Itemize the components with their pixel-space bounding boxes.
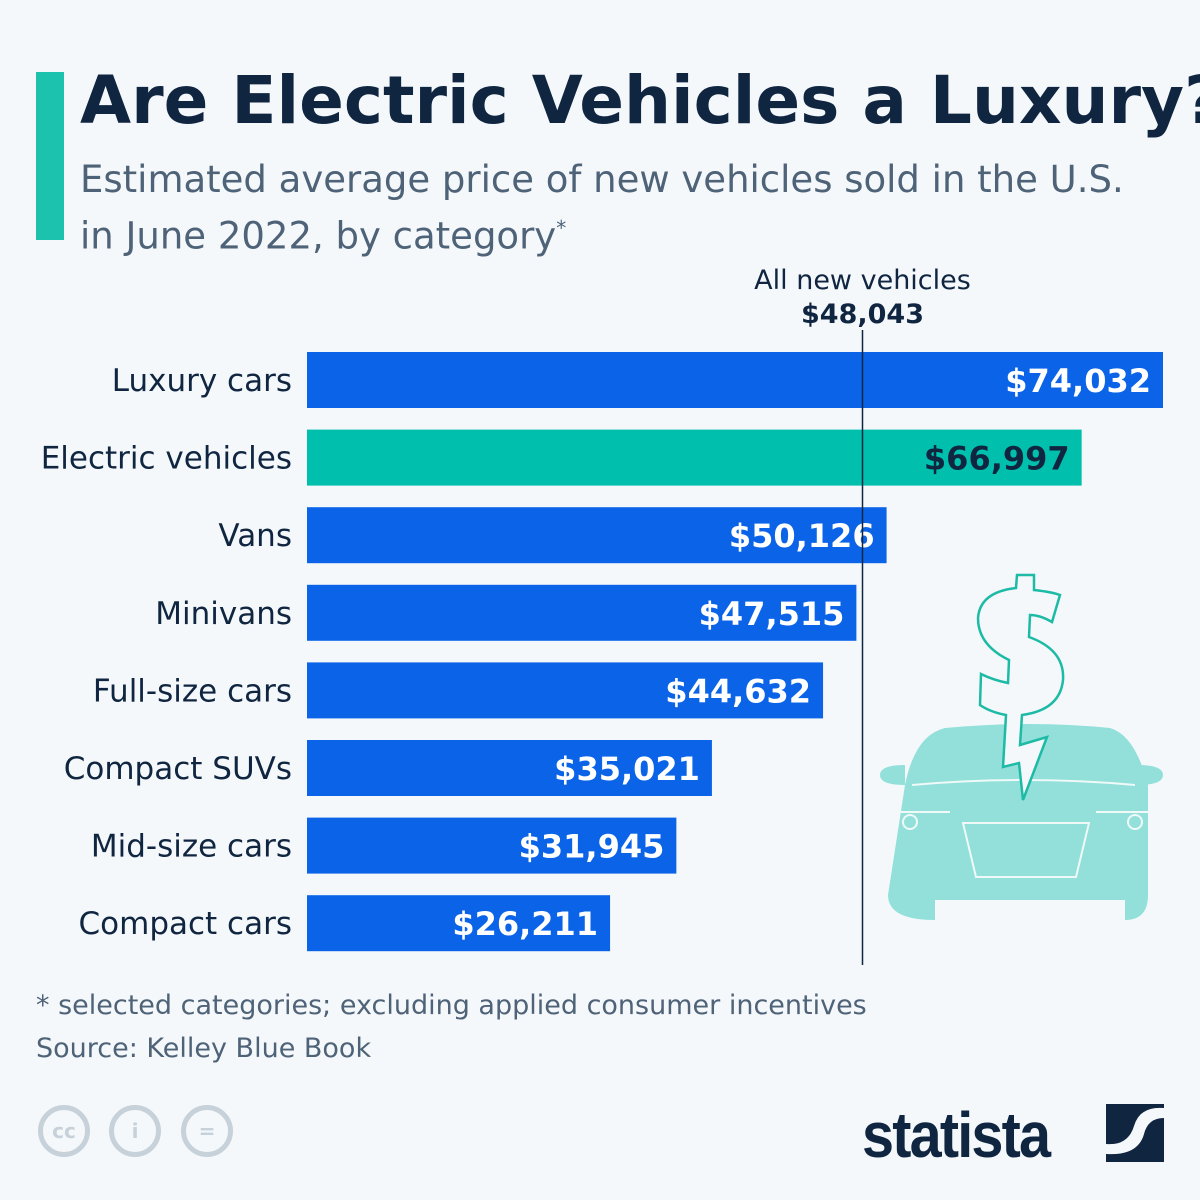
category-label: Minivans [155,596,292,632]
value-label: $66,997 [924,440,1070,478]
cc-icon[interactable]: cc [38,1105,90,1157]
reference-line-value: $48,043 [801,299,924,330]
category-label: Luxury cars [112,363,292,399]
value-label: $47,515 [699,595,845,633]
value-label: $44,632 [665,672,811,710]
category-label: Full-size cars [93,673,292,709]
attribution-icon[interactable]: i [109,1105,161,1157]
value-label: $35,021 [554,750,700,788]
statista-logo-icon [1106,1104,1164,1162]
category-label: Vans [218,518,292,554]
car-dollar-illustration [880,573,1163,920]
bar [307,817,677,874]
accent-bar [36,72,64,240]
subtitle-footnote-mark: * [556,216,567,240]
chart-title: Are Electric Vehicles a Luxury? [80,62,1200,139]
value-label: $26,211 [452,905,598,943]
bar [307,584,857,641]
category-label: Electric vehicles [41,441,292,477]
bar [307,507,887,564]
source: Source: Kelley Blue Book [36,1033,372,1064]
reference-line-label: All new vehicles [754,265,971,296]
bar [307,429,1082,486]
category-label: Compact SUVs [64,751,292,787]
bar [307,662,824,719]
no-derivatives-icon[interactable]: = [181,1105,233,1157]
footnote: * selected categories; excluding applied… [36,990,867,1021]
statista-wordmark: statista [862,1099,1051,1171]
bar [307,352,1163,408]
bar [307,740,712,796]
chart-subtitle: Estimated average price of new vehicles … [80,156,1160,260]
category-label: Mid-size cars [91,829,292,865]
value-label: $50,126 [729,517,875,555]
bar [307,895,611,952]
value-label: $31,945 [519,828,665,866]
subtitle-text: Estimated average price of new vehicles … [80,158,1124,258]
category-label: Compact cars [79,906,292,942]
value-label: $74,032 [1005,362,1151,400]
statista-logo[interactable]: statista [862,1098,1051,1172]
